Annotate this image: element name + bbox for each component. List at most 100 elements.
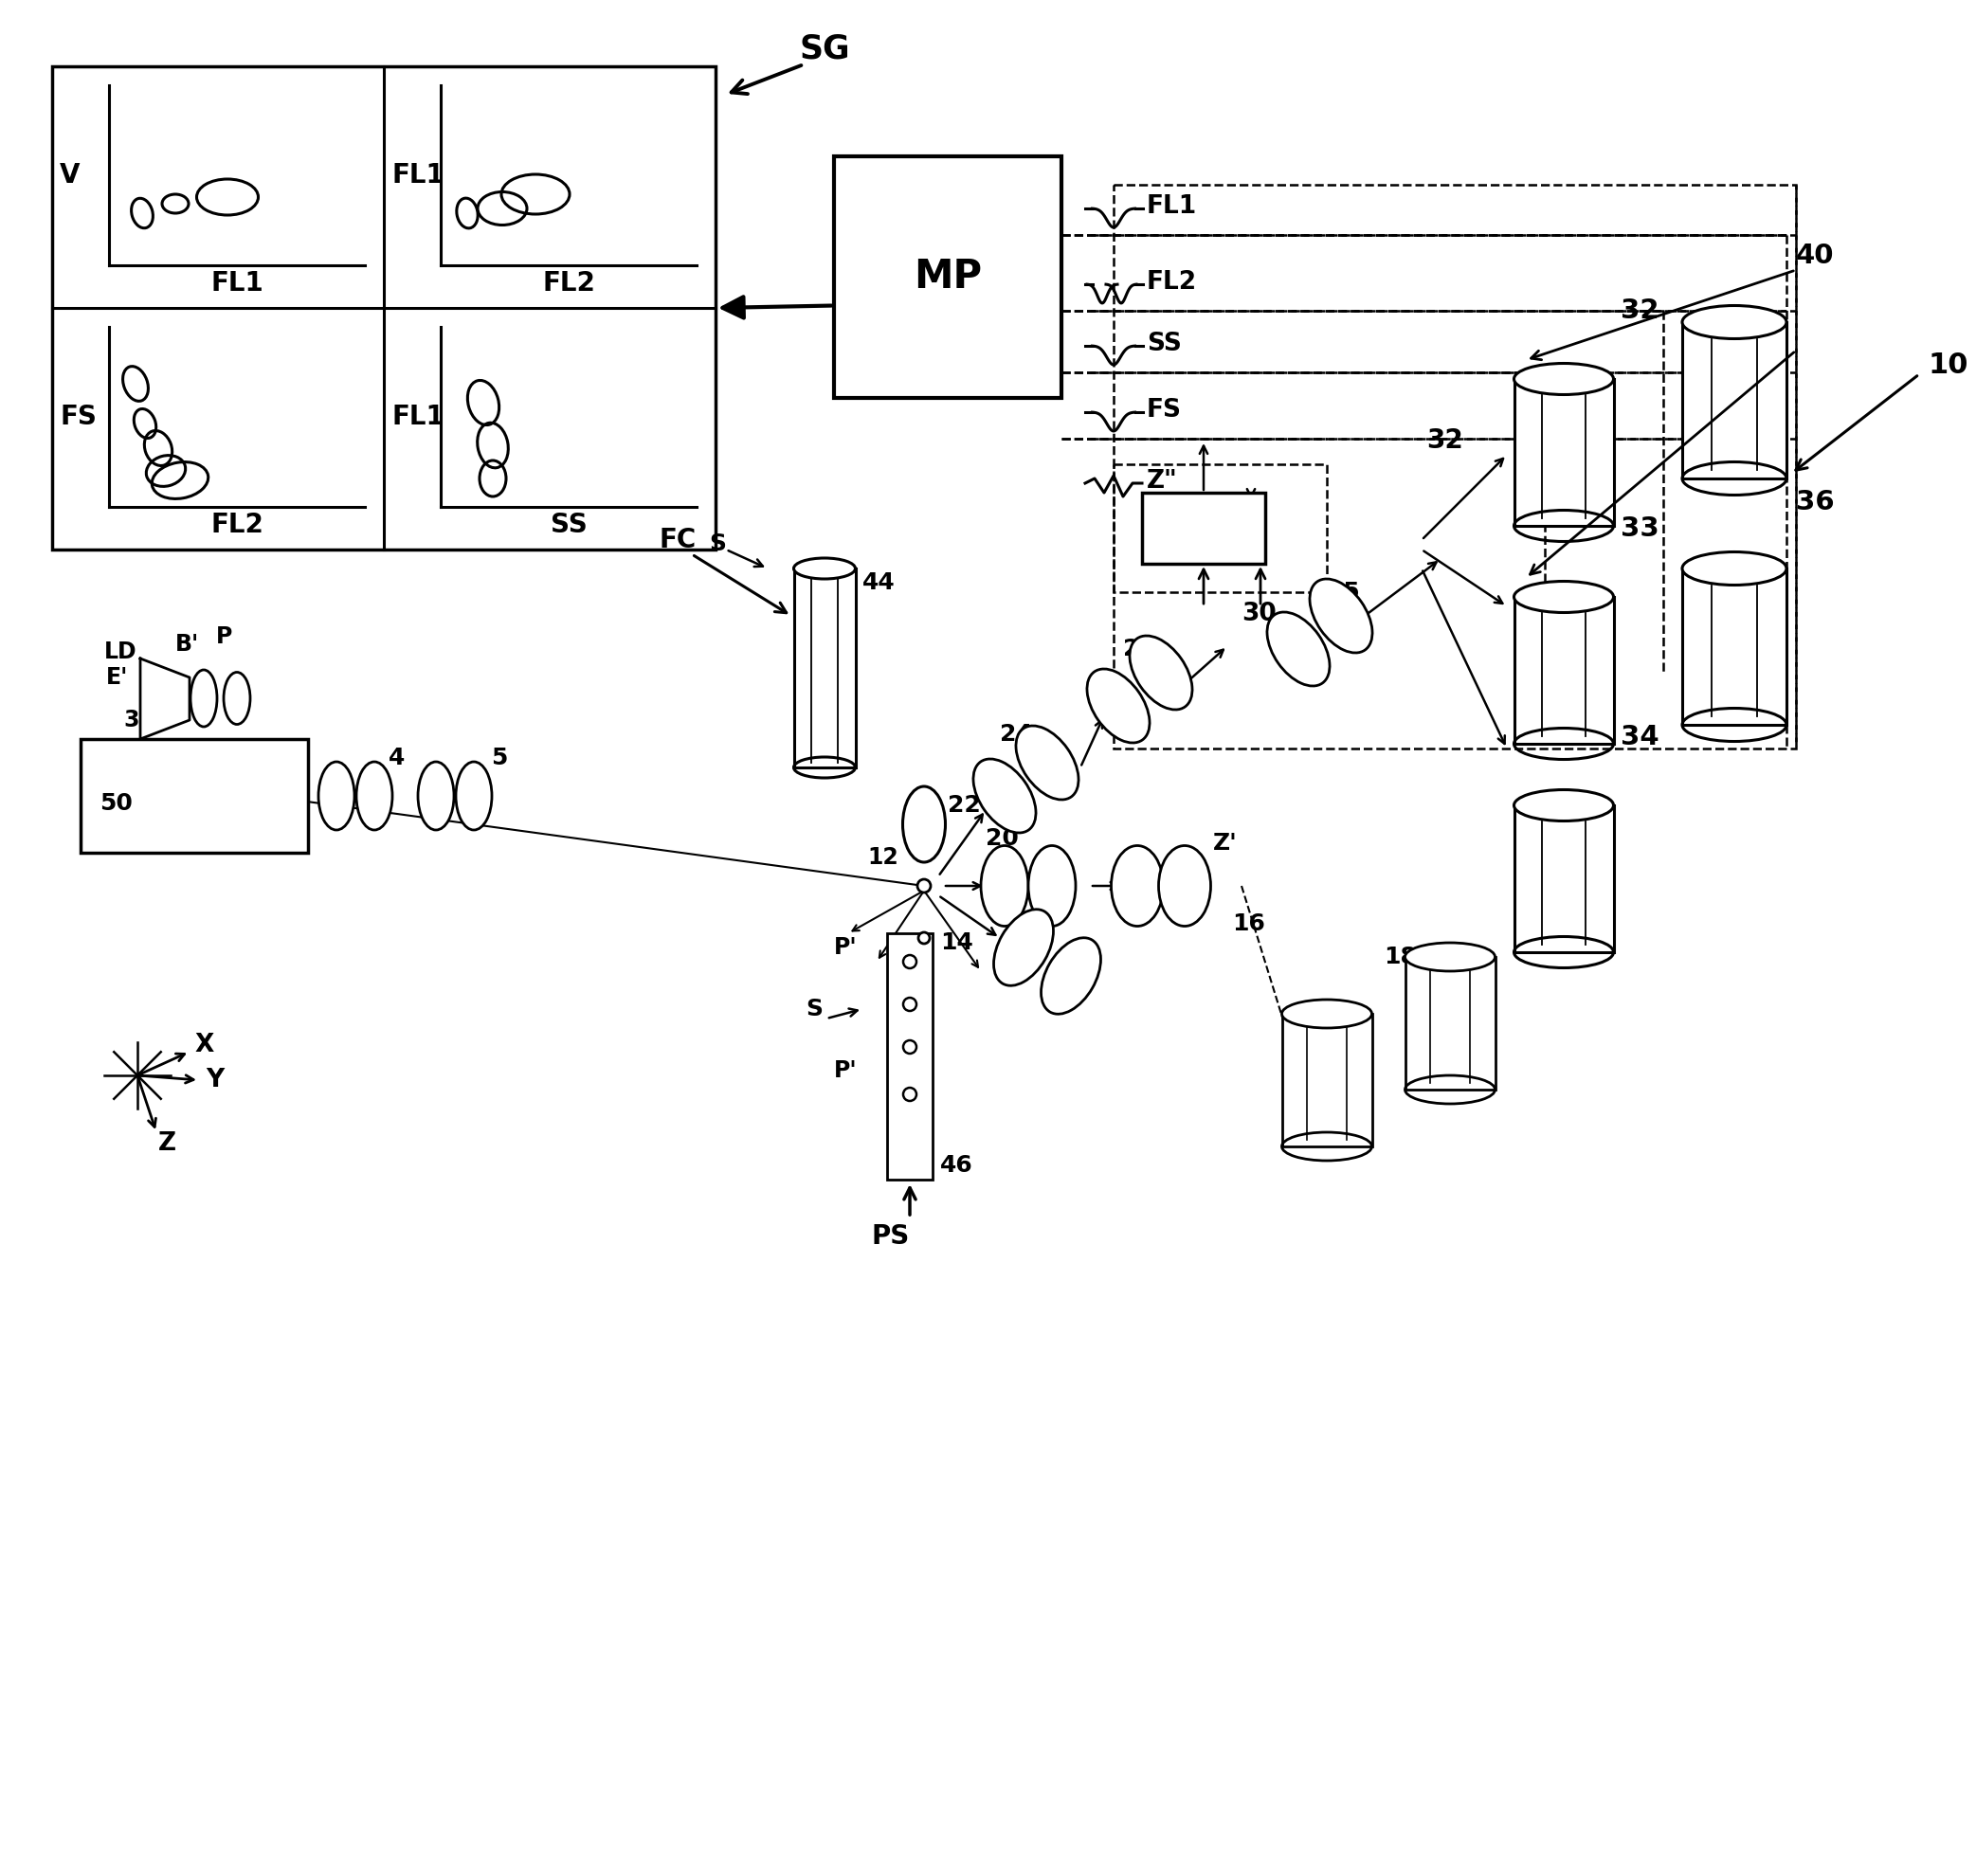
Ellipse shape: [903, 786, 945, 863]
Text: FL2: FL2: [541, 270, 595, 296]
Text: 42: 42: [1182, 514, 1225, 542]
Text: 22: 22: [948, 794, 980, 816]
Ellipse shape: [356, 762, 393, 829]
Text: 16: 16: [1233, 912, 1265, 934]
Circle shape: [903, 1041, 917, 1054]
Text: SS: SS: [549, 512, 587, 538]
Bar: [1514, 805, 1614, 953]
Text: FS: FS: [1146, 398, 1182, 422]
Text: 46: 46: [941, 1154, 972, 1176]
Ellipse shape: [1282, 1000, 1371, 1028]
Text: 35: 35: [1326, 582, 1359, 604]
Circle shape: [919, 932, 931, 944]
Text: S: S: [709, 533, 725, 555]
Text: FL1: FL1: [1146, 195, 1197, 219]
Text: 18: 18: [1383, 946, 1417, 968]
Ellipse shape: [974, 760, 1035, 833]
Text: Y: Y: [206, 1067, 223, 1092]
Ellipse shape: [318, 762, 354, 829]
Text: 34: 34: [1620, 724, 1660, 750]
Text: P': P': [834, 936, 858, 959]
Text: FC: FC: [658, 527, 696, 553]
Text: Z": Z": [1146, 469, 1178, 493]
Text: 14: 14: [941, 930, 974, 955]
Text: 33: 33: [1620, 516, 1660, 542]
Ellipse shape: [994, 910, 1053, 985]
Ellipse shape: [1514, 364, 1614, 394]
Text: SS: SS: [1146, 332, 1182, 356]
Bar: [1682, 323, 1786, 478]
Text: 32: 32: [1427, 428, 1462, 454]
Ellipse shape: [1310, 580, 1371, 653]
Text: FL1: FL1: [391, 403, 445, 430]
Text: 24: 24: [1000, 722, 1033, 745]
Bar: [887, 932, 933, 1180]
Ellipse shape: [1130, 636, 1192, 709]
Bar: [1114, 463, 1326, 593]
Ellipse shape: [456, 762, 492, 829]
Text: 50: 50: [99, 792, 132, 814]
Ellipse shape: [1111, 846, 1164, 927]
Text: S: S: [806, 998, 822, 1021]
Ellipse shape: [1267, 612, 1330, 687]
Ellipse shape: [1016, 726, 1079, 799]
Bar: [81, 739, 308, 854]
Ellipse shape: [1682, 306, 1786, 340]
Text: FL1: FL1: [391, 161, 445, 189]
Bar: [1405, 957, 1496, 1090]
Bar: [1514, 379, 1614, 525]
Text: 30: 30: [1241, 602, 1276, 627]
Circle shape: [903, 1088, 917, 1101]
Text: SG: SG: [798, 34, 850, 66]
Circle shape: [917, 880, 931, 893]
Polygon shape: [140, 658, 190, 739]
Bar: [794, 568, 856, 767]
Ellipse shape: [1514, 790, 1614, 822]
Text: 4: 4: [389, 747, 405, 769]
Text: P: P: [215, 625, 233, 647]
Text: 5: 5: [490, 747, 508, 769]
Ellipse shape: [190, 670, 217, 726]
Text: Z': Z': [1213, 831, 1237, 855]
Circle shape: [903, 955, 917, 968]
Text: FL2: FL2: [211, 512, 263, 538]
Text: 40: 40: [1796, 242, 1834, 268]
Text: V: V: [59, 161, 81, 189]
Text: 3: 3: [123, 709, 138, 732]
Circle shape: [903, 998, 917, 1011]
Text: E': E': [107, 666, 128, 688]
Ellipse shape: [1514, 582, 1614, 613]
Bar: [1514, 597, 1614, 743]
Bar: [1682, 568, 1786, 724]
Text: 12: 12: [867, 846, 899, 869]
Ellipse shape: [1087, 670, 1150, 743]
Text: X: X: [194, 1034, 213, 1058]
Text: PS: PS: [871, 1223, 909, 1249]
Text: 26: 26: [1122, 638, 1156, 660]
Ellipse shape: [980, 846, 1028, 927]
Ellipse shape: [1028, 846, 1075, 927]
Text: 10: 10: [1929, 351, 1968, 379]
Ellipse shape: [1158, 846, 1211, 927]
Bar: [1282, 1013, 1371, 1146]
Text: FS: FS: [59, 403, 97, 430]
Ellipse shape: [794, 557, 856, 580]
Ellipse shape: [1682, 552, 1786, 585]
Ellipse shape: [1041, 938, 1101, 1015]
Bar: [51, 66, 715, 550]
Text: Z: Z: [158, 1131, 176, 1156]
Bar: [834, 156, 1061, 398]
Text: FL1: FL1: [211, 270, 263, 296]
Bar: [1114, 184, 1796, 749]
Ellipse shape: [1405, 944, 1496, 972]
Text: LD: LD: [105, 640, 136, 664]
Text: 20: 20: [986, 827, 1020, 850]
Text: B': B': [176, 632, 200, 655]
Text: 36: 36: [1796, 490, 1834, 516]
Text: P': P': [834, 1060, 858, 1082]
Text: 44: 44: [862, 572, 895, 595]
Ellipse shape: [223, 672, 251, 724]
Ellipse shape: [419, 762, 454, 829]
Text: FL2: FL2: [1146, 270, 1197, 295]
Text: MP: MP: [913, 257, 982, 296]
